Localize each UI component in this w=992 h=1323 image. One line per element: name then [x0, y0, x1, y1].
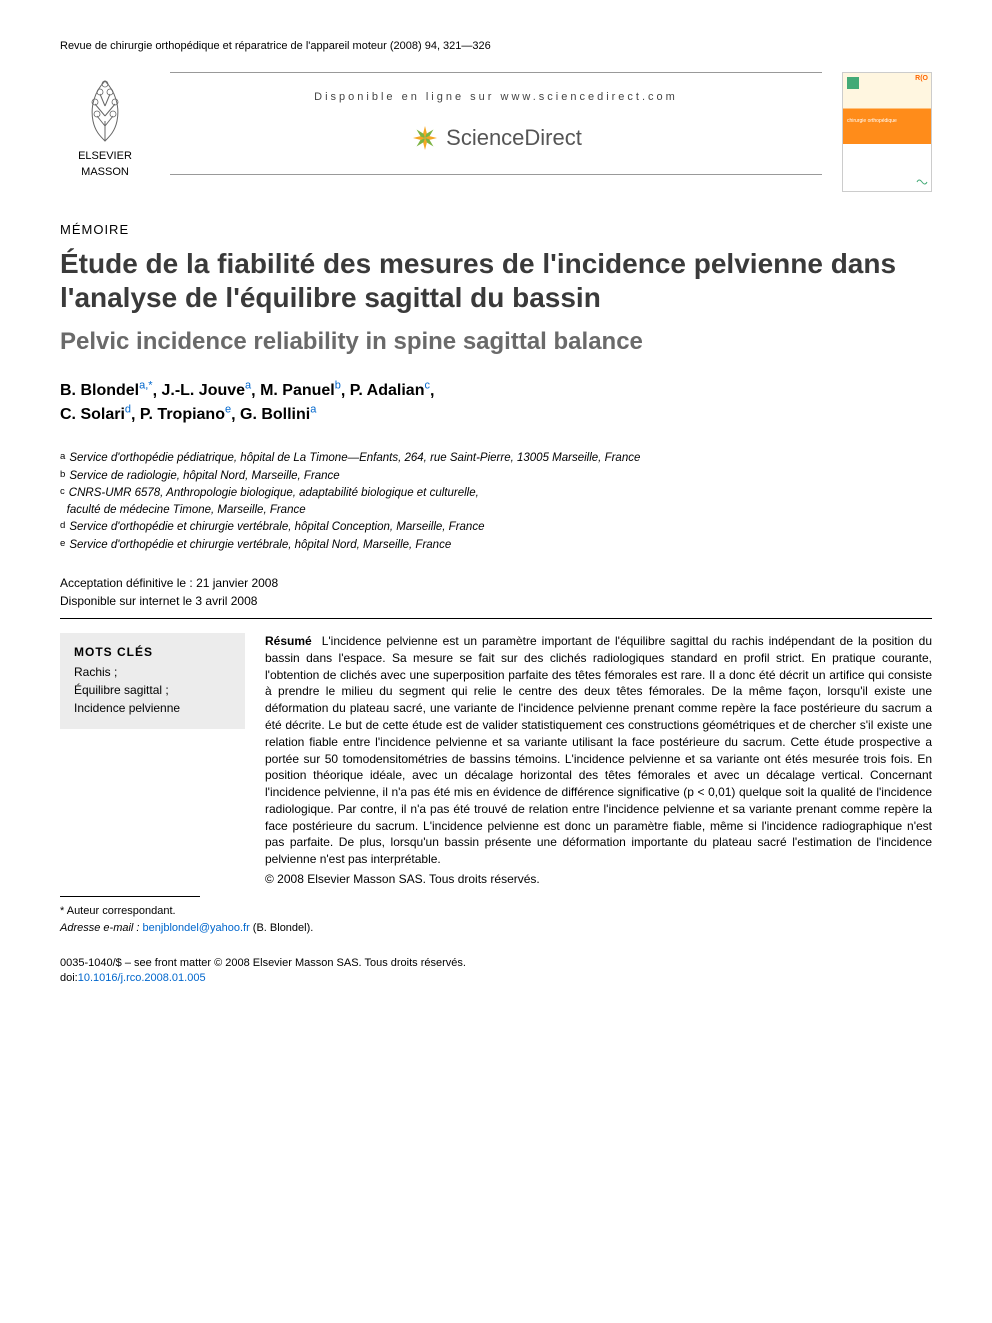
email-author-name: (B. Blondel). — [253, 922, 314, 934]
affiliation: aService d'orthopédie pédiatrique, hôpit… — [60, 450, 932, 467]
publisher-name-2: MASSON — [81, 166, 129, 178]
banner-center: Disponible en ligne sur www.sciencedirec… — [170, 72, 822, 175]
footer-meta: 0035-1040/$ – see front matter © 2008 El… — [60, 956, 932, 987]
article-dates: Acceptation définitive le : 21 janvier 2… — [60, 574, 932, 610]
keywords-title: MOTS CLÉS — [74, 645, 231, 659]
cover-subtitle: chirurgie orthopédique — [847, 118, 897, 124]
header-banner: ELSEVIER MASSON Disponible en ligne sur … — [60, 72, 932, 192]
abstract-column: RésuméL'incidence pelvienne est un param… — [265, 633, 932, 886]
author: C. Solarid — [60, 406, 131, 423]
author: J.-L. Jouvea — [161, 382, 251, 399]
keyword-item: Incidence pelvienne — [74, 699, 231, 717]
abstract-lead: Résumé — [265, 634, 312, 648]
doi-label: doi: — [60, 972, 78, 984]
journal-cover-thumbnail: R(O chirurgie orthopédique — [842, 72, 932, 192]
affiliation: bService de radiologie, hôpital Nord, Ma… — [60, 468, 932, 485]
journal-citation: Revue de chirurgie orthopédique et répar… — [60, 40, 932, 52]
email-label: Adresse e-mail : — [60, 922, 139, 934]
abstract-body: L'incidence pelvienne est un paramètre i… — [265, 634, 932, 866]
affiliation: cCNRS-UMR 6578, Anthropologie biologique… — [60, 485, 932, 502]
cover-label: R(O — [915, 75, 928, 82]
author: P. Adalianc — [350, 382, 430, 399]
footnote-divider — [60, 896, 200, 897]
publisher-name-1: ELSEVIER — [78, 150, 132, 162]
sciencedirect-burst-icon — [410, 123, 440, 153]
article-title-fr: Étude de la fiabilité des mesures de l'i… — [60, 247, 932, 314]
front-matter-line: 0035-1040/$ – see front matter © 2008 El… — [60, 956, 932, 971]
online-date: Disponible sur internet le 3 avril 2008 — [60, 592, 932, 610]
sciencedirect-logo: ScienceDirect — [410, 123, 582, 153]
article-type-label: MÉMOIRE — [60, 222, 932, 237]
cover-wave-icon — [916, 176, 928, 188]
content-row: MOTS CLÉS Rachis ;Équilibre sagittal ;In… — [60, 633, 932, 886]
availability-text: Disponible en ligne sur www.sciencedirec… — [180, 91, 812, 103]
corresponding-author-footnote: * Auteur correspondant. Adresse e-mail :… — [60, 903, 932, 936]
author: M. Panuelb — [260, 382, 341, 399]
footnote-star: * Auteur correspondant. — [60, 903, 932, 920]
article-title-en: Pelvic incidence reliability in spine sa… — [60, 328, 932, 357]
affiliations-list: aService d'orthopédie pédiatrique, hôpit… — [60, 450, 932, 554]
affiliation: dService d'orthopédie et chirurgie verté… — [60, 519, 932, 536]
author: P. Tropianoe — [140, 406, 231, 423]
author: G. Bollinia — [240, 406, 316, 423]
affiliation: eService d'orthopédie et chirurgie verté… — [60, 537, 932, 554]
affiliation: faculté de médecine Timone, Marseille, F… — [60, 502, 932, 519]
elsevier-tree-icon — [75, 76, 135, 146]
author-email-link[interactable]: benjblondel@yahoo.fr — [143, 922, 250, 934]
keyword-item: Rachis ; — [74, 663, 231, 681]
accepted-date: Acceptation définitive le : 21 janvier 2… — [60, 574, 932, 592]
author: B. Blondela,* — [60, 382, 153, 399]
cover-green-square-icon — [847, 77, 859, 89]
authors-list: B. Blondela,*, J.-L. Jouvea, M. Panuelb,… — [60, 379, 932, 426]
keyword-item: Équilibre sagittal ; — [74, 681, 231, 699]
divider — [60, 618, 932, 619]
keywords-box: MOTS CLÉS Rachis ;Équilibre sagittal ;In… — [60, 633, 245, 729]
doi-link[interactable]: 10.1016/j.rco.2008.01.005 — [78, 972, 206, 984]
publisher-logo: ELSEVIER MASSON — [60, 72, 150, 182]
abstract-copyright: © 2008 Elsevier Masson SAS. Tous droits … — [265, 872, 932, 886]
sciencedirect-text: ScienceDirect — [446, 125, 582, 151]
abstract-text: RésuméL'incidence pelvienne est un param… — [265, 633, 932, 868]
